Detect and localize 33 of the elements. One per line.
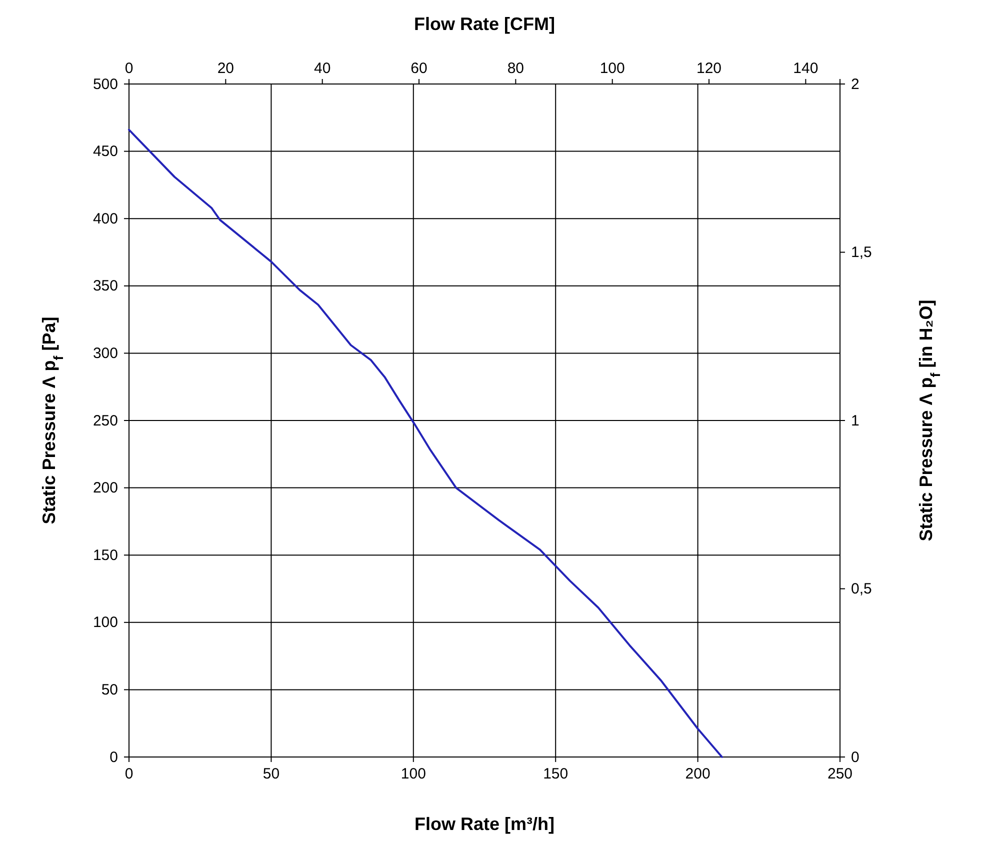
y-tick-label: 400 [92,210,118,228]
x2-axis-title: Flow Rate [CFM] [414,14,555,34]
y-tick-label: 0 [110,748,118,766]
line-series [128,128,723,758]
x2-tick-label: 0 [124,60,134,77]
y2-tick-label: 1 [851,412,860,430]
y-tick-label: 250 [92,412,118,430]
x2-tick-label: 100 [600,60,625,77]
x-tick-label: 250 [827,766,853,783]
y-tick-label: 500 [92,76,118,93]
x-tick-label: 100 [400,766,426,783]
x2-tick-label: 60 [410,60,428,77]
x-axis-title: Flow Rate [m³/h] [414,814,554,834]
y2-tick-label: 0,5 [851,580,872,598]
y2-tick-label: 0 [851,748,860,766]
x-tick-label: 150 [543,766,568,783]
y2-tick-label: 2 [851,76,860,93]
y-tick-label: 450 [92,143,118,160]
x-tick-label: 200 [685,766,710,783]
y-tick-label: 100 [92,614,118,632]
x2-tick-label: 140 [793,60,818,77]
y-tick-label: 350 [92,278,118,295]
x2-tick-label: 40 [314,60,331,77]
x2-tick-label: 20 [217,60,234,77]
y-tick-label: 50 [101,682,118,698]
y2-tick-label: 1,5 [851,244,872,262]
x2-tick-label: 120 [696,60,722,77]
y-tick-label: 300 [92,345,118,362]
y-tick-label: 150 [92,546,118,564]
x2-tick-label: 80 [507,60,524,77]
y-tick-label: 200 [92,480,118,497]
x-tick-label: 0 [124,766,134,783]
x-tick-label: 50 [262,766,280,783]
